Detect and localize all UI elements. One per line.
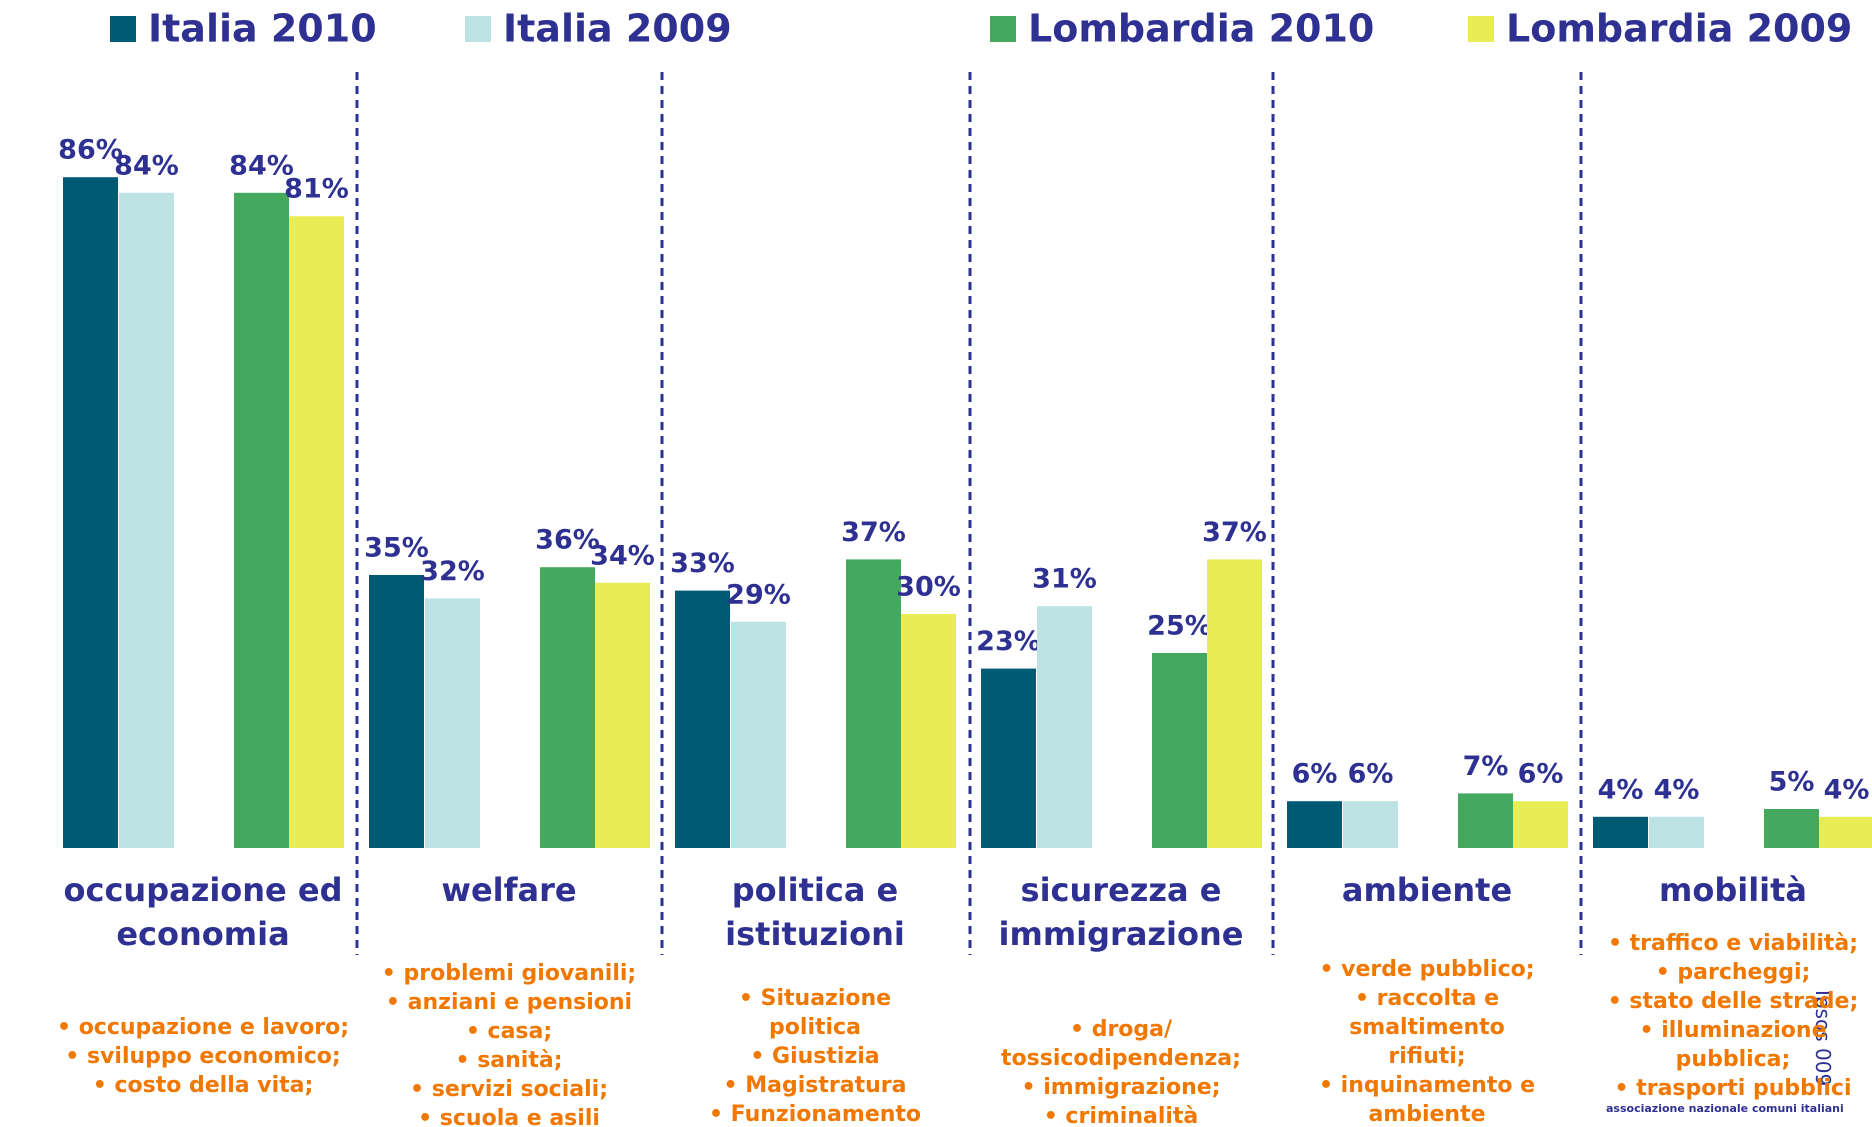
value-label: 7% (1463, 751, 1509, 782)
bar (731, 621, 786, 848)
category-label: sicurezza e immigrazione (998, 871, 1244, 953)
bar (1037, 606, 1092, 848)
detail-list: • occupazione e lavoro; • sviluppo econom… (53, 1013, 353, 1100)
detail-list: • problemi giovanili; • anziani e pension… (359, 959, 659, 1127)
category-label: mobilità (1658, 871, 1808, 909)
legend-swatch (990, 16, 1016, 42)
legend-swatch (1468, 16, 1494, 42)
value-label: 32% (420, 556, 485, 587)
value-label: 37% (1202, 517, 1267, 548)
logo-text: associazione nazionale comuni italiani (1606, 1102, 1844, 1115)
value-label: 29% (726, 579, 791, 610)
detail-item: • anziani e pensioni (385, 990, 633, 1015)
category-label: welfare (441, 871, 577, 909)
legend-label: Italia 2010 (148, 7, 377, 51)
detail-item: • sanità; (455, 1048, 563, 1073)
bar (675, 590, 730, 848)
value-label: 23% (976, 626, 1041, 657)
detail-item: • trasporti pubblici (1614, 1076, 1852, 1101)
value-label: 31% (1032, 564, 1097, 595)
value-label: 84% (229, 150, 294, 181)
bar (119, 192, 174, 849)
detail-item: • criminalità (1043, 1104, 1199, 1127)
legend-swatch (110, 16, 136, 42)
detail-item: • casa; (465, 1019, 553, 1044)
bar (1287, 801, 1342, 848)
value-label: 86% (58, 135, 123, 166)
bar (1593, 816, 1648, 848)
detail-item: • sviluppo economico; (65, 1044, 341, 1069)
bar (369, 575, 424, 848)
value-label: 37% (841, 517, 906, 548)
bar (1343, 801, 1398, 848)
detail-list: • Situazione politica • Giustizia • Magist… (690, 984, 940, 1127)
detail-list: • verde pubblico; • raccolta e smaltiment… (1307, 955, 1547, 1127)
detail-item: • verde pubblico; (1319, 957, 1535, 982)
value-label: 25% (1147, 611, 1212, 642)
detail-item: • occupazione e lavoro; (56, 1015, 350, 1040)
category-label: politica e istituzioni (725, 871, 905, 953)
category-label: ambiente (1341, 871, 1513, 909)
bar (1819, 816, 1872, 848)
bar (1207, 559, 1262, 848)
legend-label: Italia 2009 (503, 7, 732, 51)
detail-item: • servizi sociali; (410, 1077, 608, 1102)
category-label: occupazione ed economia (63, 871, 343, 953)
detail-item: • parcheggi; (1655, 960, 1811, 985)
detail-item: • problemi giovanili; (381, 961, 637, 986)
detail-item: • Magistratura (723, 1073, 907, 1098)
bar (901, 614, 956, 848)
bar (1649, 816, 1704, 848)
detail-item: • droga/ tossicodipendenza; (1001, 1017, 1241, 1071)
value-label: 30% (896, 572, 961, 603)
bar (1152, 653, 1207, 848)
value-label: 6% (1292, 759, 1338, 790)
bar (289, 216, 344, 848)
detail-item: • costo della vita; (92, 1073, 314, 1098)
detail-item: • traffico e viabilità; (1607, 931, 1859, 956)
value-label: 6% (1348, 759, 1394, 790)
bar (1764, 809, 1819, 848)
value-label: 4% (1654, 774, 1700, 805)
bar (1513, 801, 1568, 848)
bar (540, 567, 595, 848)
bar (63, 177, 118, 848)
detail-item: • Situazione politica (738, 986, 892, 1040)
detail-item: • raccolta e smaltimento rifiuti; (1349, 986, 1505, 1069)
value-label: 4% (1824, 774, 1870, 805)
value-label: 5% (1769, 767, 1815, 798)
bar (1458, 793, 1513, 848)
bar (425, 598, 480, 848)
value-label: 34% (590, 540, 655, 571)
detail-item: • scuola e asili (418, 1106, 600, 1127)
detail-list: • droga/ tossicodipendenza; • immigrazion… (996, 1015, 1246, 1127)
detail-item: • stato delle strade; (1607, 989, 1859, 1014)
bar (595, 582, 650, 848)
bar (234, 192, 289, 849)
legend-label: Lombardia 2010 (1028, 7, 1374, 51)
value-label: 4% (1598, 774, 1644, 805)
value-label: 81% (284, 174, 349, 205)
legend-swatch (465, 16, 491, 42)
value-label: 36% (535, 525, 600, 556)
detail-item: • illuminazione pubblica; (1639, 1018, 1827, 1072)
detail-item: • immigrazione; (1021, 1075, 1221, 1100)
value-label: 6% (1518, 759, 1564, 790)
detail-item: • Giustizia (750, 1044, 880, 1069)
legend-label: Lombardia 2009 (1506, 7, 1852, 51)
value-label: 35% (364, 533, 429, 564)
detail-item: • Funzionamento amministrazione (708, 1102, 922, 1127)
detail-item: • inquinamento e ambiente (1318, 1073, 1536, 1127)
detail-list: • traffico e viabilità; • parcheggi; • sta… (1603, 929, 1863, 1103)
value-label: 84% (114, 150, 179, 181)
value-label: 33% (670, 548, 735, 579)
bar (981, 668, 1036, 848)
bar (846, 559, 901, 848)
